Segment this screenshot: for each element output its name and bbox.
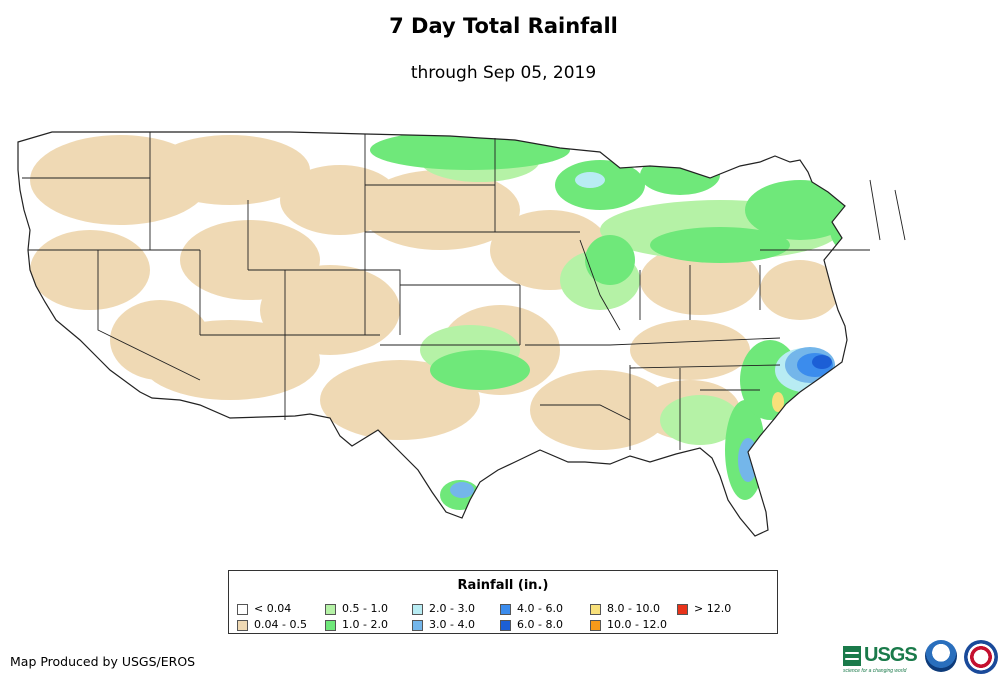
legend-label: 2.0 - 3.0 [429, 602, 475, 615]
legend-label: 4.0 - 6.0 [517, 602, 563, 615]
legend-swatch [590, 603, 601, 615]
legend-label: 8.0 - 10.0 [607, 602, 660, 615]
legend-item: 2.0 - 3.0 [412, 602, 475, 615]
credit-text: Map Produced by USGS/EROS [10, 654, 196, 669]
usgs-logo: USGS science for a changing world [843, 644, 918, 674]
legend-label: < 0.04 [254, 602, 292, 615]
legend-label: 0.04 - 0.5 [254, 618, 307, 631]
legend-item: < 0.04 [237, 602, 291, 615]
rainfall-map [17, 131, 906, 537]
legend-swatch [237, 603, 248, 615]
legend-label: 6.0 - 8.0 [517, 618, 563, 631]
legend-item: 4.0 - 6.0 [500, 602, 563, 615]
usgs-mark-icon [843, 646, 861, 666]
legend-swatch [500, 603, 511, 615]
legend-swatch [237, 619, 248, 631]
legend-item: 3.0 - 4.0 [412, 618, 475, 631]
legend-swatch [412, 603, 423, 615]
usgs-tagline: science for a changing world [843, 668, 907, 674]
legend-swatch [677, 603, 688, 615]
map-title: 7 Day Total Rainfall [389, 14, 618, 38]
legend-label: 1.0 - 2.0 [342, 618, 388, 631]
legend-item: > 12.0 [677, 602, 731, 615]
legend-swatch [325, 603, 336, 615]
legend-item: 1.0 - 2.0 [325, 618, 388, 631]
legend-item: 6.0 - 8.0 [500, 618, 563, 631]
usgs-logo-text: USGS [864, 644, 918, 666]
legend-item: 10.0 - 12.0 [590, 618, 667, 631]
legend-swatch [590, 619, 601, 631]
noaa-logo-icon [925, 640, 957, 672]
legend-item: 0.5 - 1.0 [325, 602, 388, 615]
nws-logo-icon [964, 640, 998, 674]
legend-label: > 12.0 [694, 602, 732, 615]
agency-logos: USGS science for a changing world [843, 640, 1003, 680]
map-subtitle: through Sep 05, 2019 [410, 63, 597, 83]
legend-swatch [412, 619, 423, 631]
legend-title: Rainfall (in.) [457, 578, 549, 593]
legend-item: 0.04 - 0.5 [237, 618, 307, 631]
legend-label: 3.0 - 4.0 [429, 618, 475, 631]
legend: Rainfall (in.) < 0.04 0.04 - 0.5 0.5 - 1… [228, 570, 778, 634]
legend-label: 0.5 - 1.0 [342, 602, 388, 615]
legend-item: 8.0 - 10.0 [590, 602, 660, 615]
legend-swatch [500, 619, 511, 631]
legend-swatch [325, 619, 336, 631]
legend-label: 10.0 - 12.0 [607, 618, 667, 631]
